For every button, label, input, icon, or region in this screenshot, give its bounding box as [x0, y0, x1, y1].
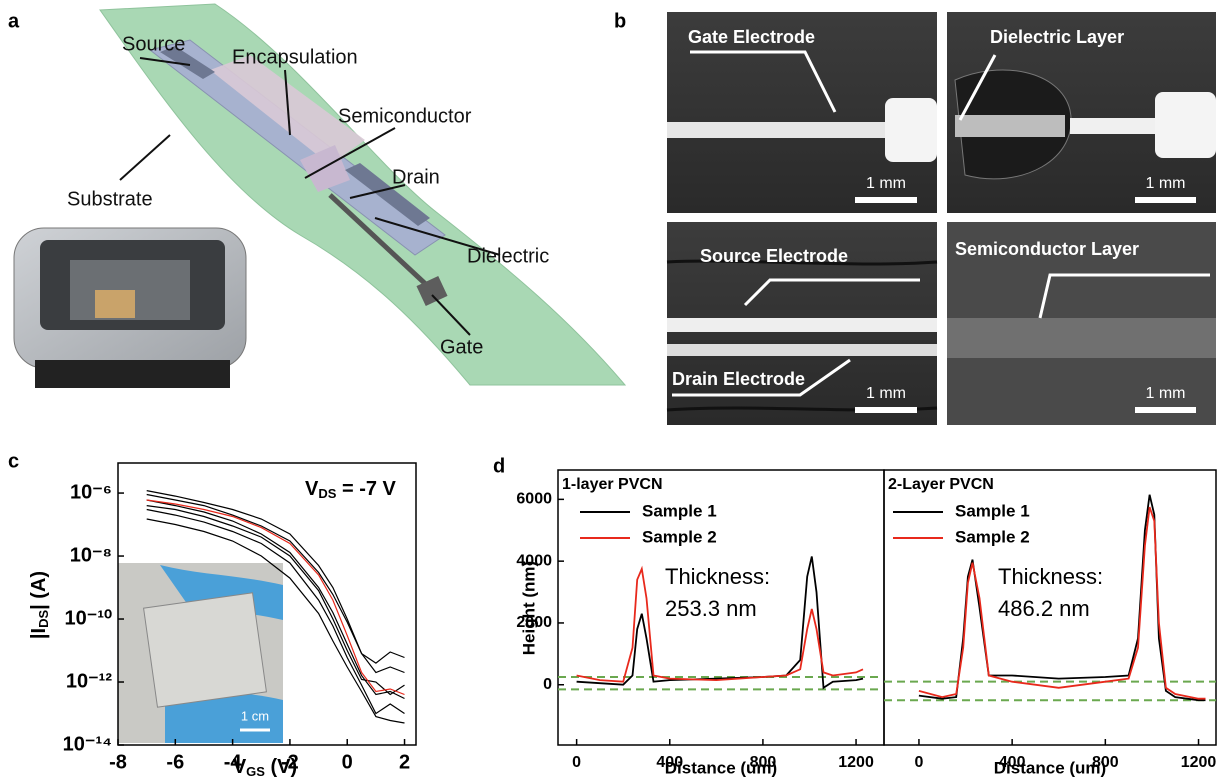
schematic-label: Semiconductor: [338, 105, 472, 127]
x-tick-label: 800: [1092, 754, 1119, 771]
panel-label: c: [8, 450, 19, 472]
leader-lines: [119, 57, 501, 336]
label-sub: DS: [36, 610, 51, 628]
micrograph-label: Drain Electrode: [672, 369, 805, 389]
label-sub: DS: [318, 486, 336, 501]
x-tick-label: 1200: [838, 754, 874, 771]
y-tick-label: 10⁻¹²: [66, 670, 112, 692]
axis-label: |IDS| (A): [28, 571, 51, 639]
panel-label: d: [493, 455, 505, 477]
series-line: [146, 499, 405, 700]
drain: [345, 163, 430, 226]
scale-bar-label: 1 mm: [1146, 175, 1186, 192]
legend-label: Sample 2: [642, 527, 717, 546]
y-tick-label: 10⁻⁸: [70, 544, 112, 566]
inset-photo: [118, 563, 283, 743]
label-sub: GS: [246, 764, 265, 779]
x-tick-label: 2: [399, 751, 410, 773]
label-part: V: [233, 756, 247, 778]
chart-title: 2-Layer PVCN: [888, 476, 994, 493]
semiconductor: [300, 145, 350, 192]
x-tick-label: 0: [914, 754, 923, 771]
panel-label: a: [8, 10, 20, 32]
source: [160, 46, 215, 79]
series-line: [146, 493, 405, 664]
plot-frame: [117, 462, 417, 746]
annotation: Thickness:: [998, 564, 1103, 589]
legend-label: Sample 1: [955, 501, 1030, 520]
x-axis-label: Distance (um): [994, 758, 1106, 777]
series-line: [146, 505, 405, 696]
series-line: [146, 508, 405, 715]
annotation: 253.3 nm: [665, 596, 757, 621]
series-line: [576, 565, 864, 683]
x-tick-label: -4: [224, 751, 243, 773]
y-tick-label: 2000: [516, 614, 552, 631]
series-line: [146, 518, 405, 724]
y-tick-label: 6000: [516, 491, 552, 508]
micrograph-label: Dielectric Layer: [990, 27, 1124, 47]
panel-label: b: [614, 10, 626, 32]
label-part: (V): [265, 756, 297, 778]
x-tick-label: -2: [281, 751, 299, 773]
printer: [13, 227, 247, 388]
axis-label: VGS (V): [233, 756, 297, 779]
x-tick-label: -6: [166, 751, 184, 773]
y-tick-label: 0: [543, 676, 552, 693]
plot-frame: [883, 469, 1217, 746]
micrograph-label: Semiconductor Layer: [955, 239, 1139, 259]
x-tick-label: 400: [999, 754, 1026, 771]
x-tick-label: -8: [109, 751, 127, 773]
y-tick-label: 10⁻¹⁴: [63, 733, 112, 755]
series-line: [146, 499, 405, 696]
y-tick-label: 10⁻⁶: [70, 481, 112, 503]
label-part: | (A): [28, 571, 50, 610]
x-tick-label: 400: [656, 754, 683, 771]
schematic-label: Source: [122, 33, 185, 55]
micrograph-label: Source Electrode: [700, 246, 848, 266]
legend-label: Sample 2: [955, 527, 1030, 546]
schematic-label: Dielectric: [467, 245, 549, 267]
schematic-label: Encapsulation: [232, 46, 358, 68]
micrograph-label: Gate Electrode: [688, 27, 815, 47]
series-line: [918, 506, 1206, 700]
axis-label: VDS = -7 V: [305, 478, 397, 501]
x-axis-label: Distance (um): [665, 758, 777, 777]
schematic-label: Drain: [392, 166, 440, 188]
micrograph-frames: [666, 12, 1216, 425]
micrograph-arrows: [672, 50, 1210, 397]
schematic-label: Substrate: [67, 188, 153, 210]
schematic-label: Gate: [440, 336, 483, 358]
label-part: = -7 V: [336, 478, 396, 500]
label-part: V: [305, 478, 319, 500]
gate-line: [328, 193, 434, 292]
annotation: 486.2 nm: [998, 596, 1090, 621]
label-part: |I: [28, 628, 50, 639]
scale-bar-label: 1 mm: [1146, 385, 1186, 402]
y-tick-label: 10⁻¹⁰: [65, 607, 112, 629]
series-line: [146, 490, 405, 674]
chart-title: 1-layer PVCN: [562, 476, 663, 493]
x-tick-label: 800: [750, 754, 777, 771]
scale-bar-label: 1 mm: [866, 385, 906, 402]
gate-pad: [416, 275, 448, 307]
y-axis-label: Height (nm): [519, 561, 538, 655]
legend-label: Sample 1: [642, 501, 717, 520]
scale-bar-label: 1 mm: [866, 175, 906, 192]
x-tick-label: 0: [572, 754, 581, 771]
x-tick-label: 0: [342, 751, 353, 773]
inset-scale-bar: 1 cm: [241, 708, 269, 723]
y-tick-label: 4000: [516, 552, 552, 569]
x-tick-label: 1200: [1181, 754, 1217, 771]
annotation: Thickness:: [665, 564, 770, 589]
